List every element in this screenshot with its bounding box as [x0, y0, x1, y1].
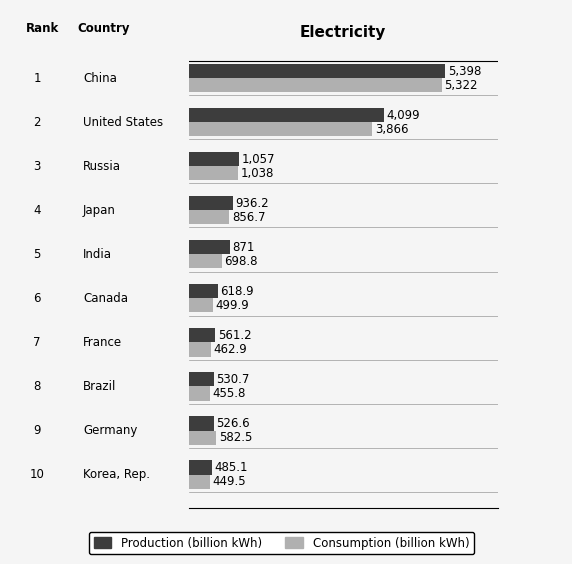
Bar — [189, 122, 372, 136]
Bar — [189, 152, 239, 166]
Text: 1,057: 1,057 — [241, 153, 275, 166]
Text: 3: 3 — [34, 160, 41, 173]
Bar — [189, 284, 218, 298]
Text: 698.8: 698.8 — [224, 255, 258, 268]
Bar — [189, 386, 210, 400]
Text: United States: United States — [83, 116, 163, 129]
Title: Electricity: Electricity — [300, 25, 387, 40]
Text: 499.9: 499.9 — [215, 299, 249, 312]
Text: China: China — [83, 72, 117, 85]
Text: 6: 6 — [33, 292, 41, 305]
Text: 1: 1 — [33, 72, 41, 85]
Text: 4,099: 4,099 — [386, 109, 419, 122]
Text: France: France — [83, 336, 122, 349]
Bar — [189, 430, 216, 444]
Text: 2: 2 — [33, 116, 41, 129]
Text: India: India — [83, 248, 112, 261]
Text: Korea, Rep.: Korea, Rep. — [83, 468, 150, 481]
Bar — [189, 328, 216, 342]
Bar — [189, 196, 233, 210]
Text: Rank: Rank — [26, 22, 59, 35]
Legend: Production (billion kWh), Consumption (billion kWh): Production (billion kWh), Consumption (b… — [89, 532, 474, 554]
Text: 4: 4 — [33, 204, 41, 217]
Bar — [189, 240, 230, 254]
Text: 618.9: 618.9 — [221, 285, 254, 298]
Text: 5,398: 5,398 — [448, 65, 481, 78]
Text: Country: Country — [77, 22, 130, 35]
Text: 5,322: 5,322 — [444, 79, 478, 92]
Bar — [189, 474, 210, 488]
Text: 530.7: 530.7 — [216, 373, 250, 386]
Bar — [189, 460, 212, 474]
Text: 561.2: 561.2 — [218, 329, 252, 342]
Text: 455.8: 455.8 — [213, 387, 246, 400]
Text: Brazil: Brazil — [83, 380, 116, 393]
Bar — [189, 372, 214, 386]
Text: Germany: Germany — [83, 424, 137, 437]
Text: 936.2: 936.2 — [236, 197, 269, 210]
Text: Russia: Russia — [83, 160, 121, 173]
Text: Canada: Canada — [83, 292, 128, 305]
Bar — [189, 254, 222, 268]
Bar — [189, 416, 214, 430]
Text: 5: 5 — [34, 248, 41, 261]
Text: 8: 8 — [34, 380, 41, 393]
Text: 10: 10 — [30, 468, 45, 481]
Text: 856.7: 856.7 — [232, 211, 265, 224]
Text: 7: 7 — [33, 336, 41, 349]
Text: 526.6: 526.6 — [216, 417, 250, 430]
Text: 449.5: 449.5 — [212, 475, 246, 488]
Text: 462.9: 462.9 — [213, 343, 247, 356]
Text: 1,038: 1,038 — [240, 167, 274, 180]
Text: 485.1: 485.1 — [214, 461, 248, 474]
Text: Japan: Japan — [83, 204, 116, 217]
Text: 871: 871 — [233, 241, 255, 254]
Text: 582.5: 582.5 — [219, 431, 252, 444]
Bar — [189, 210, 229, 224]
Bar — [189, 108, 384, 122]
Text: 3,866: 3,866 — [375, 123, 408, 136]
Bar — [189, 78, 442, 92]
Bar — [189, 166, 238, 180]
Text: 9: 9 — [33, 424, 41, 437]
Bar — [189, 342, 210, 356]
Bar — [189, 64, 445, 78]
Bar — [189, 298, 213, 312]
